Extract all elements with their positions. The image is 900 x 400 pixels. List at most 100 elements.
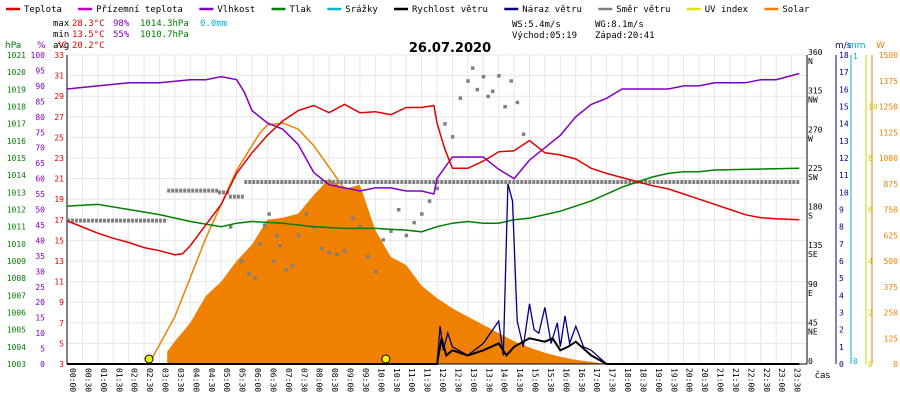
wind-direction-point <box>491 89 495 94</box>
x-tick-label: 14:30 <box>515 368 524 392</box>
ms-tick-label: 17 <box>839 68 849 77</box>
unit-hpa: hPa <box>5 41 21 51</box>
axes: 00:00 00:30 01:00 01:30 02:00 02:30 03:00 03:30… <box>7 48 898 392</box>
celsius-tick-label: 31 <box>54 72 64 81</box>
wind-direction-point <box>258 242 262 246</box>
uv-tick-label: 8 <box>868 154 873 163</box>
percent-tick-label: 85 <box>35 97 45 106</box>
unit-time: čas <box>815 370 830 381</box>
ms-tick-label: 6 <box>839 257 844 266</box>
hpa-tick-label: 1017 <box>7 120 26 129</box>
wind-direction-point <box>327 250 332 255</box>
mm-tick-label: 1 <box>853 52 858 61</box>
solar-tick-label: 500 <box>884 257 899 266</box>
percent-tick-label: 90 <box>35 82 45 91</box>
celsius-tick-label: 27 <box>54 113 64 122</box>
wind-direction-point <box>350 216 355 221</box>
wind-gust-line <box>67 183 800 365</box>
wind-direction-point <box>247 272 251 276</box>
legend-label: Tlak <box>290 5 312 15</box>
solar-tick-label: 750 <box>884 206 899 215</box>
wind-direction-point <box>396 208 401 212</box>
x-tick-label: 00:00 <box>68 368 77 392</box>
legend-label: Rychlost větru <box>412 5 488 15</box>
stat-avg-temp: 20.2°C <box>72 41 105 51</box>
stat-min-temp: 13.5°C <box>72 30 105 40</box>
solar-tick-label: 1125 <box>879 128 898 137</box>
x-tick-label: 00:30 <box>83 368 92 392</box>
hpa-tick-label: 1014 <box>7 171 26 180</box>
x-tick-label: 03:30 <box>176 368 185 392</box>
hpa-tick-label: 1020 <box>7 68 26 77</box>
x-tick-label: 07:30 <box>299 368 308 392</box>
sun-markers <box>144 354 391 364</box>
wind-direction-point <box>412 220 416 225</box>
humidity-line <box>66 72 800 195</box>
percent-tick-label: 35 <box>35 252 45 261</box>
celsius-tick-label: 19 <box>54 195 64 204</box>
ms-tick-label: 15 <box>839 103 849 112</box>
x-tick-label: 10:00 <box>376 368 385 392</box>
stat-min-label: min <box>53 30 69 40</box>
x-tick-label: 06:30 <box>268 368 277 392</box>
sunset-text: Západ:20:41 <box>595 31 655 41</box>
celsius-tick-label: 5 <box>59 339 64 348</box>
celsius-tick-label: 29 <box>54 92 64 101</box>
x-tick-label: 22:30 <box>762 368 771 392</box>
legend-label: Náraz větru <box>522 5 582 15</box>
uv-tick-label: 0 <box>868 360 873 369</box>
wind-direction-point <box>239 259 244 263</box>
x-tick-label: 16:00 <box>561 368 570 392</box>
stat-max-label: max <box>53 19 70 29</box>
x-tick-label: 04:00 <box>191 368 200 392</box>
percent-tick-label: 70 <box>35 144 45 153</box>
hpa-tick-label: 1003 <box>7 360 26 369</box>
hpa-tick-label: 1012 <box>7 206 26 215</box>
x-tick-label: 02:30 <box>145 368 154 392</box>
hpa-tick-label: 1010 <box>7 240 26 249</box>
uv-tick-label: 6 <box>868 206 873 215</box>
percent-tick-label: 100 <box>31 51 46 60</box>
wind-direction-point <box>458 96 463 100</box>
percent-tick-label: 95 <box>35 66 45 75</box>
solar-tick-label: 0 <box>893 360 898 369</box>
wind-ws: WS:5.4m/s <box>512 20 561 30</box>
hpa-tick-label: 1011 <box>7 223 26 232</box>
plot-grid <box>66 54 807 365</box>
hpa-tick-label: 1008 <box>7 274 26 283</box>
celsius-tick-label: 25 <box>54 133 64 142</box>
compass-label: NW <box>808 96 818 105</box>
hpa-tick-label: 1018 <box>7 103 26 112</box>
x-tick-label: 12:30 <box>453 368 462 392</box>
wind-direction-point <box>404 233 409 238</box>
mm-tick-label: 0 <box>853 357 858 366</box>
percent-tick-label: 55 <box>35 190 45 199</box>
wind-direction-point <box>275 233 279 238</box>
wind-direction-point <box>358 225 362 229</box>
percent-tick-label: 30 <box>35 267 45 276</box>
x-tick-label: 15:00 <box>531 368 540 392</box>
percent-tick-label: 20 <box>35 298 45 307</box>
celsius-tick-label: 15 <box>54 236 64 245</box>
wind-direction-point <box>296 233 301 238</box>
legend-label: Směr větru <box>616 5 670 15</box>
legend-label: UV index <box>705 5 749 15</box>
celsius-tick-label: 9 <box>59 298 64 307</box>
percent-tick-label: 5 <box>40 345 45 354</box>
percent-tick-label: 65 <box>35 159 45 168</box>
legend-label: Solar <box>782 5 810 15</box>
hpa-tick-label: 1021 <box>7 51 26 60</box>
wind-wg: WG:8.1m/s <box>595 20 644 30</box>
x-tick-label: 11:30 <box>423 368 432 392</box>
x-tick-label: 10:30 <box>392 368 401 392</box>
x-tick-label: 20:30 <box>700 368 709 392</box>
ms-tick-label: 16 <box>839 85 849 94</box>
direction-tick-label: 270 <box>808 125 823 134</box>
hpa-tick-label: 1004 <box>7 343 26 352</box>
wind-direction-series <box>67 66 800 281</box>
stats-panel: max 28.3°C 98% 1014.3hPa 0.0mm min 13.5°… <box>53 19 227 51</box>
celsius-tick-label: 23 <box>54 154 64 163</box>
wind-direction-point <box>389 229 393 233</box>
wind-direction-point <box>343 249 347 253</box>
